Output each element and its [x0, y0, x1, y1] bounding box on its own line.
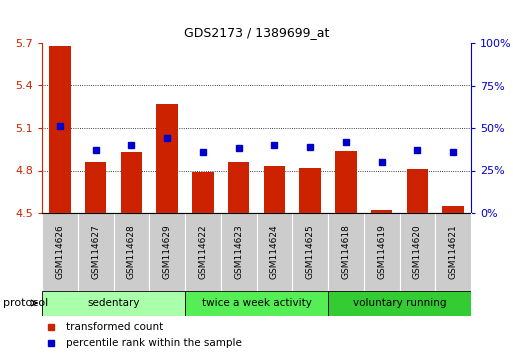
Text: GSM114619: GSM114619: [377, 224, 386, 279]
Bar: [300, 168, 321, 213]
FancyBboxPatch shape: [328, 291, 471, 316]
Text: GSM114629: GSM114629: [163, 225, 172, 279]
Bar: [371, 210, 392, 213]
FancyBboxPatch shape: [185, 213, 221, 291]
Bar: [156, 104, 178, 213]
Bar: [192, 172, 213, 213]
Bar: [335, 151, 357, 213]
FancyBboxPatch shape: [78, 213, 113, 291]
FancyBboxPatch shape: [435, 213, 471, 291]
FancyBboxPatch shape: [400, 213, 435, 291]
Text: GSM114627: GSM114627: [91, 225, 100, 279]
FancyBboxPatch shape: [364, 213, 400, 291]
Text: voluntary running: voluntary running: [353, 298, 446, 308]
Title: GDS2173 / 1389699_at: GDS2173 / 1389699_at: [184, 26, 329, 39]
Text: GSM114625: GSM114625: [306, 225, 314, 279]
Text: GSM114623: GSM114623: [234, 225, 243, 279]
FancyBboxPatch shape: [256, 213, 292, 291]
FancyBboxPatch shape: [221, 213, 256, 291]
Text: GSM114621: GSM114621: [449, 225, 458, 279]
Bar: [442, 206, 464, 213]
Text: twice a week activity: twice a week activity: [202, 298, 311, 308]
Text: GSM114628: GSM114628: [127, 225, 136, 279]
Bar: [49, 46, 71, 213]
Text: GSM114624: GSM114624: [270, 225, 279, 279]
FancyBboxPatch shape: [42, 213, 78, 291]
Bar: [407, 169, 428, 213]
Bar: [264, 166, 285, 213]
Text: percentile rank within the sample: percentile rank within the sample: [66, 338, 242, 348]
FancyBboxPatch shape: [292, 213, 328, 291]
Text: GSM114626: GSM114626: [55, 225, 64, 279]
FancyBboxPatch shape: [185, 291, 328, 316]
Text: protocol: protocol: [4, 298, 49, 308]
Text: GSM114620: GSM114620: [413, 225, 422, 279]
FancyBboxPatch shape: [113, 213, 149, 291]
FancyBboxPatch shape: [149, 213, 185, 291]
Bar: [228, 162, 249, 213]
Bar: [85, 162, 106, 213]
Bar: [121, 152, 142, 213]
FancyBboxPatch shape: [328, 213, 364, 291]
Text: GSM114622: GSM114622: [199, 225, 207, 279]
Text: sedentary: sedentary: [87, 298, 140, 308]
Text: GSM114618: GSM114618: [341, 224, 350, 279]
FancyBboxPatch shape: [42, 291, 185, 316]
Text: transformed count: transformed count: [66, 322, 163, 332]
